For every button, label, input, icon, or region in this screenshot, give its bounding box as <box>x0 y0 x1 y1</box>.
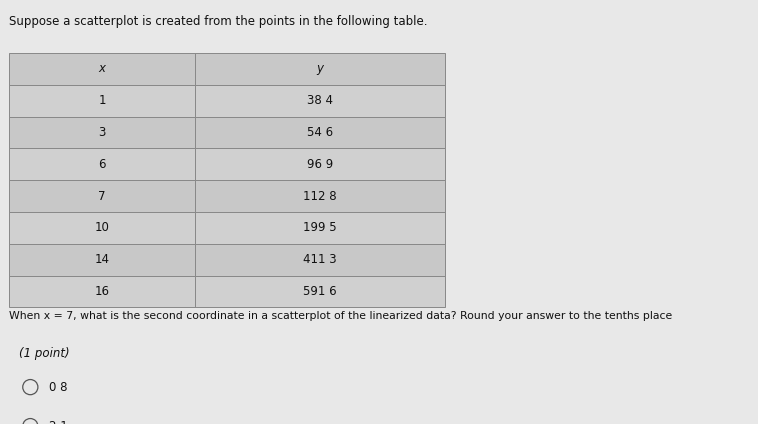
Text: 16: 16 <box>95 285 109 298</box>
Text: 3: 3 <box>99 126 105 139</box>
Bar <box>195 85 445 117</box>
Bar <box>195 148 445 180</box>
Bar <box>9 212 195 244</box>
Bar <box>9 276 195 307</box>
Text: 96 9: 96 9 <box>307 158 333 171</box>
Bar <box>195 244 445 276</box>
Text: 54 6: 54 6 <box>307 126 333 139</box>
Bar <box>9 148 195 180</box>
Bar <box>9 244 195 276</box>
Text: x: x <box>99 62 105 75</box>
Text: 0 8: 0 8 <box>49 381 67 393</box>
Bar <box>9 180 195 212</box>
Text: When x = 7, what is the second coordinate in a scatterplot of the linearized dat: When x = 7, what is the second coordinat… <box>9 311 672 321</box>
Text: 14: 14 <box>95 253 109 266</box>
Text: 199 5: 199 5 <box>303 221 337 234</box>
Text: 6: 6 <box>99 158 105 171</box>
Bar <box>195 117 445 148</box>
Text: 112 8: 112 8 <box>303 190 337 203</box>
Text: 7: 7 <box>99 190 105 203</box>
Text: 1: 1 <box>99 94 105 107</box>
Bar <box>9 117 195 148</box>
Bar <box>195 180 445 212</box>
Bar <box>195 276 445 307</box>
Bar <box>195 53 445 85</box>
Bar <box>9 85 195 117</box>
Text: 411 3: 411 3 <box>303 253 337 266</box>
Text: 2 1: 2 1 <box>49 420 68 424</box>
Text: Suppose a scatterplot is created from the points in the following table.: Suppose a scatterplot is created from th… <box>9 15 428 28</box>
Bar <box>9 53 195 85</box>
Text: 38 4: 38 4 <box>307 94 333 107</box>
Text: 591 6: 591 6 <box>303 285 337 298</box>
Bar <box>195 212 445 244</box>
Text: (1 point): (1 point) <box>19 347 70 360</box>
Text: y: y <box>316 62 324 75</box>
Text: 10: 10 <box>95 221 109 234</box>
